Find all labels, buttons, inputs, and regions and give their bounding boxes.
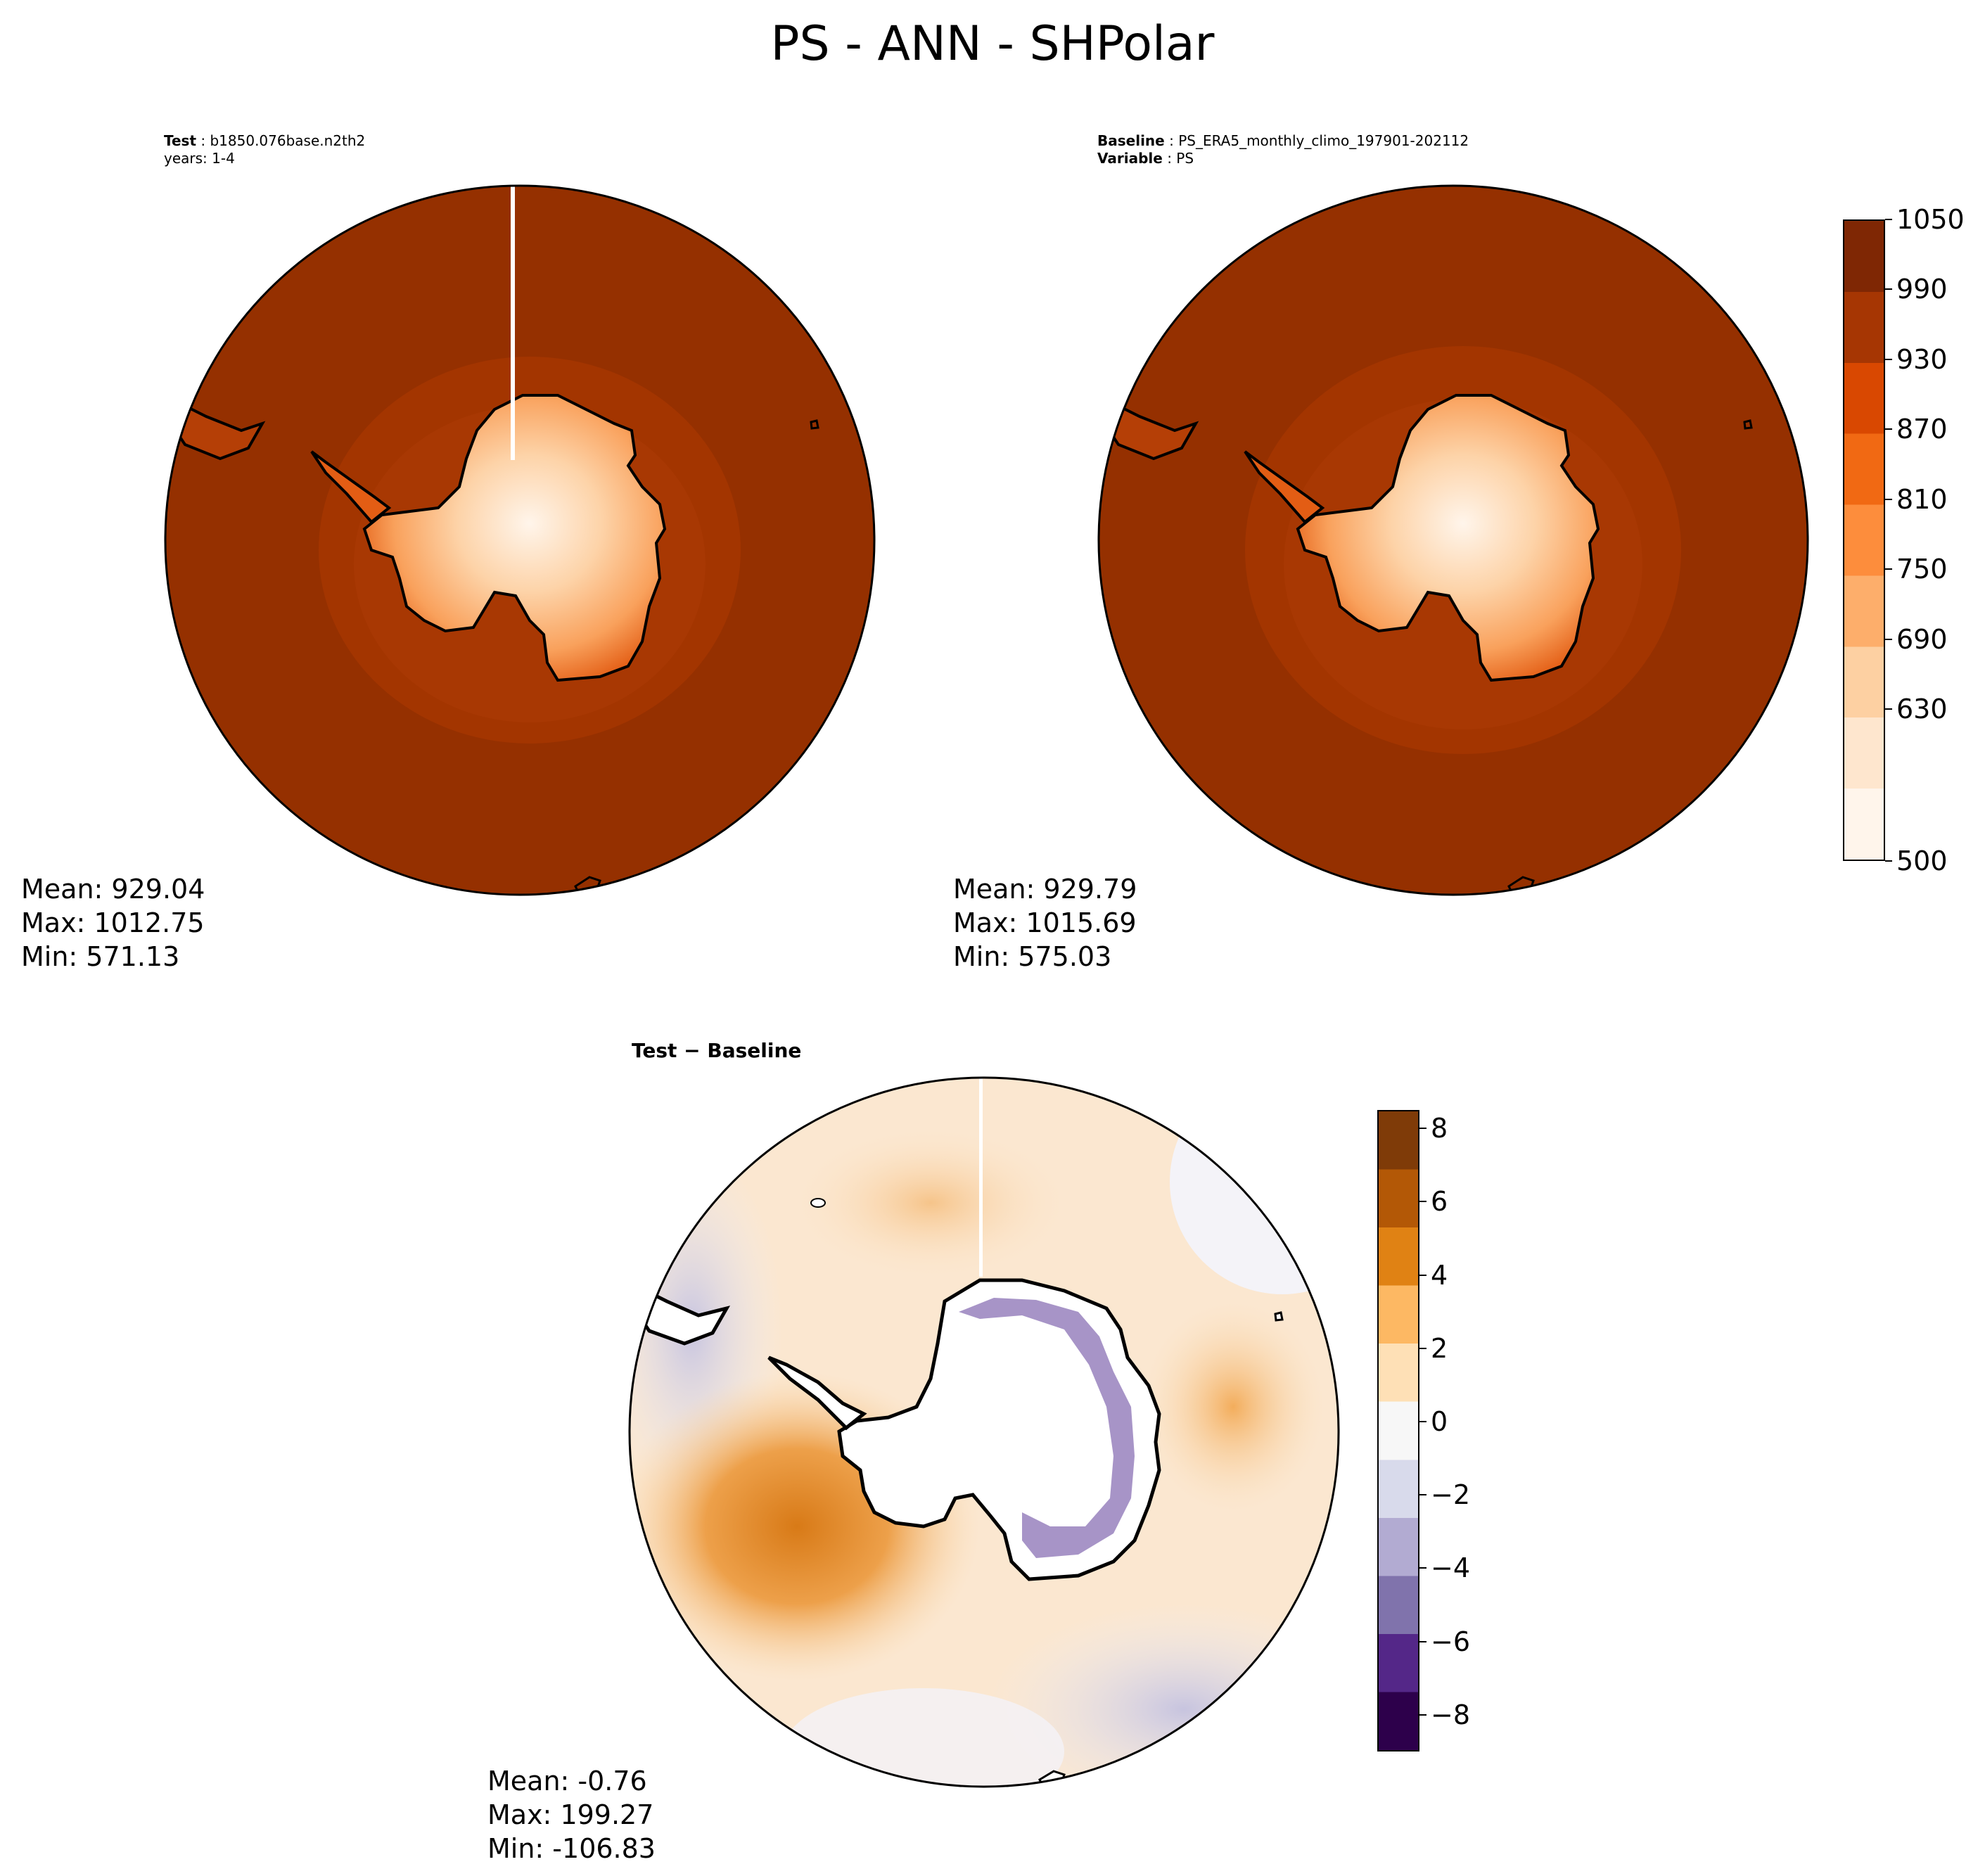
island-small [810,419,819,430]
colorbar-tick-label: 2 [1431,1332,1448,1364]
difference-min: Min: -106.83 [487,1833,656,1864]
colorbar-tick-mark [1419,1274,1426,1276]
test-panel-header: Test : b1850.076base.n2th2 years: 1-4 [164,132,366,167]
colorbar-tick-label: 690 [1896,623,1948,655]
test-max: Max: 1012.75 [21,907,205,938]
baseline-stats: Mean: 929.79 Max: 1015.69 Min: 575.03 [953,872,1137,974]
test-case-name: b1850.076base.n2th2 [210,132,366,149]
pressure-colorbar [1843,219,1885,861]
difference-max: Max: 199.27 [487,1799,654,1830]
colorbar-tick-label: 0 [1431,1405,1448,1437]
data-seam [511,186,515,460]
island-small [1743,419,1753,430]
baseline-mean: Mean: 929.79 [953,874,1137,905]
island-tiny [810,1198,826,1208]
test-mean: Mean: 929.04 [21,874,205,905]
colorbar-tick-label: 990 [1896,274,1948,305]
colorbar-tick-label: 930 [1896,343,1948,375]
test-stats: Mean: 929.04 Max: 1012.75 Min: 571.13 [21,872,205,974]
baseline-map [1097,184,1809,896]
test-min: Min: 571.13 [21,941,180,972]
colorbar-tick-label: −8 [1431,1699,1471,1730]
colorbar-tick-label: −6 [1431,1626,1471,1657]
antarctic-peninsula [1244,450,1325,524]
colorbar-tick-mark [1885,638,1892,640]
colorbar-tick-label: −2 [1431,1479,1471,1511]
test-label: Test [164,132,197,149]
colorbar-tick-label: 810 [1896,483,1948,515]
difference-mean: Mean: -0.76 [487,1766,647,1797]
colorbar-tick-mark [1885,498,1892,500]
colorbar-tick-label: −4 [1431,1552,1471,1584]
baseline-min: Min: 575.03 [953,941,1112,972]
colorbar-tick-mark [1885,358,1892,360]
map-boundary [164,184,876,896]
colorbar-tick-label: 870 [1896,414,1948,445]
colorbar-tick-mark [1419,1567,1426,1569]
variable-name: PS [1176,150,1194,167]
baseline-label: Baseline [1097,132,1165,149]
colorbar-tick-mark [1419,1347,1426,1349]
colorbar-tick-mark [1885,219,1892,220]
difference-colorbar [1377,1110,1419,1751]
colorbar-tick-mark [1885,708,1892,710]
colorbar-tick-label: 8 [1431,1113,1448,1144]
data-seam [979,1078,983,1277]
test-map [164,184,876,896]
colorbar-tick-mark [1419,1420,1426,1422]
colorbar-tick-label: 500 [1896,846,1948,876]
baseline-max: Max: 1015.69 [953,907,1137,938]
colorbar-tick-label: 4 [1431,1259,1448,1291]
variable-label: Variable [1097,150,1163,167]
test-years: years: 1-4 [164,150,235,167]
colorbar-tick-mark [1419,1128,1426,1130]
island-small [1274,1311,1284,1322]
antarctic-peninsula [767,1355,867,1431]
difference-stats: Mean: -0.76 Max: 199.27 Min: -106.83 [487,1764,656,1865]
figure-title: PS - ANN - SHPolar [770,16,1215,72]
antarctic-peninsula [310,450,392,524]
colorbar-tick-mark [1419,1201,1426,1203]
purple-negative-edge [959,1298,1135,1558]
colorbar-tick-mark [1419,1640,1426,1642]
difference-map [628,1076,1340,1788]
difference-title: Test − Baseline [632,1039,802,1062]
colorbar-tick-mark [1885,428,1892,430]
baseline-case-name: PS_ERA5_monthly_climo_197901-202112 [1178,132,1469,149]
map-boundary [1097,184,1809,896]
colorbar-tick-label: 750 [1896,554,1948,585]
colorbar-tick-mark [1885,568,1892,570]
colorbar-tick-label: 1050 [1896,204,1965,235]
colorbar-tick-mark [1885,288,1892,291]
colorbar-tick-mark [1885,860,1892,862]
map-boundary [628,1076,1340,1788]
colorbar-tick-label: 6 [1431,1186,1448,1218]
baseline-panel-header: Baseline : PS_ERA5_monthly_climo_197901-… [1097,132,1469,167]
colorbar-tick-mark [1419,1494,1426,1496]
colorbar-tick-label: 630 [1896,694,1948,725]
colorbar-tick-mark [1419,1714,1426,1716]
